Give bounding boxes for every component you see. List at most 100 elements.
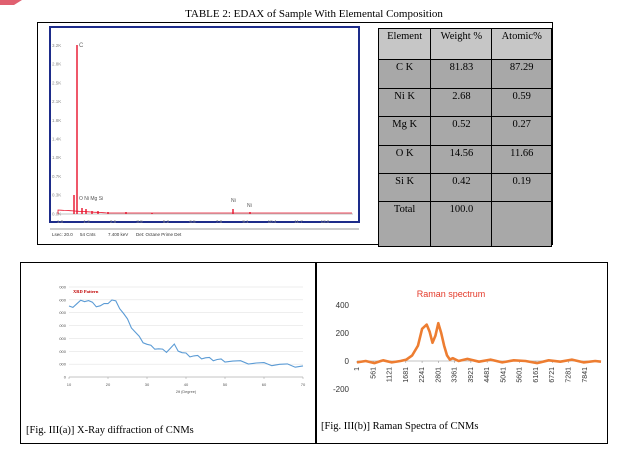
xrd-y-tick-label: 7000	[59, 285, 67, 290]
raman-x-tick-label: 7281	[565, 367, 572, 383]
xrd-x-tick-label: 60	[262, 382, 267, 387]
xrd-x-tick-label: 10	[67, 382, 72, 387]
table-row: O K 14.56 11.66	[377, 144, 552, 174]
cell-atomic: 0.59	[491, 87, 552, 118]
xrd-x-tick-label: 50	[223, 382, 228, 387]
figure-raman-box: Raman spectrum 400 200 0 -200 1 561 1121 1681 224…	[316, 262, 608, 444]
cell-weight: 2.68	[430, 87, 493, 118]
edax-x-tick-label: 3.9	[136, 219, 143, 224]
edax-footer-label: 54 Cnts	[80, 232, 96, 237]
raman-series-line	[356, 321, 602, 365]
edax-footer-label: Lsec: 20.0	[52, 232, 73, 237]
raman-x-tick-label: 1	[354, 367, 361, 371]
xrd-y-tick-label: 4000	[59, 323, 67, 328]
edax-x-tick-label: 9.1	[242, 219, 249, 224]
red-corner-mark	[0, 0, 22, 5]
xrd-x-tick-label: 30	[145, 382, 150, 387]
raman-x-tick-label: 6721	[549, 367, 556, 383]
edax-y-tick-label: 1.8K	[52, 118, 61, 123]
col-header-element: Element	[377, 27, 432, 61]
table-row: C K 81.83 87.29	[377, 59, 552, 89]
edax-y-tick-label: 1.0K	[52, 155, 61, 160]
raman-x-tick-label: 5041	[500, 367, 507, 383]
peak-label-c: C	[79, 43, 84, 49]
peak-label-ni-a: Ni	[231, 198, 236, 204]
cell-weight: 0.42	[430, 172, 493, 203]
edax-x-tick-label: 7.8	[216, 219, 223, 224]
raman-x-tick-label: 2801	[435, 367, 442, 383]
cell-atomic	[491, 201, 552, 247]
col-header-weight: Weight %	[430, 27, 493, 61]
edax-frame	[49, 26, 360, 223]
xrd-x-tick-label: 20	[106, 382, 111, 387]
raman-x-tick-label: 7841	[582, 367, 589, 383]
cell-element: Total	[377, 201, 432, 247]
cell-atomic: 11.66	[491, 144, 552, 174]
edax-x-tick-label: 11.7	[294, 219, 303, 224]
raman-chart-title: Raman spectrum	[417, 289, 486, 299]
peak-label-ni-b: Ni	[247, 203, 252, 209]
xrd-x-axis-label: 2θ (Degree)	[176, 390, 197, 394]
raman-y-tick-label: 400	[336, 301, 350, 310]
cell-atomic: 87.29	[491, 59, 552, 89]
cell-atomic: 0.27	[491, 116, 552, 146]
cell-weight: 100.0	[430, 201, 493, 247]
peak-label-low: O Ni Mg Si	[79, 196, 103, 202]
raman-x-tick-label: 6161	[533, 367, 540, 383]
cell-atomic: 0.19	[491, 172, 552, 203]
raman-x-tick-label: 1121	[387, 367, 394, 382]
edax-spectrum-line	[57, 209, 352, 214]
edax-x-tick-label: 1.3	[83, 219, 90, 224]
raman-y-tick-label: -200	[333, 385, 350, 394]
table-border	[37, 22, 553, 245]
xrd-x-tick-label: 70	[301, 382, 306, 387]
raman-x-tick-label: 3361	[452, 367, 459, 383]
edax-x-tick-label: 1.0	[57, 219, 64, 224]
table-header-row: Element Weight % Atomic%	[377, 27, 552, 61]
edax-y-tick-label: 2.5K	[52, 80, 61, 85]
edax-y-tick-label: 0.0K	[52, 211, 61, 216]
edax-x-tick-label: 5.2	[163, 219, 170, 224]
cell-element: O K	[377, 144, 432, 174]
cell-weight: 81.83	[430, 59, 493, 89]
col-header-atomic: Atomic%	[491, 27, 552, 61]
edax-x-tick-label: 13.0	[321, 219, 330, 224]
edax-x-tick-label: 2.6	[110, 219, 117, 224]
raman-x-tick-label: 3921	[468, 367, 475, 383]
edax-y-tick-label: 0.3K	[52, 193, 61, 198]
xrd-chart-title: XRD Pattern	[73, 289, 99, 294]
raman-y-tick-label: 0	[345, 357, 350, 366]
cell-element: Si K	[377, 172, 432, 203]
edax-y-tick-label: 2.8K	[52, 62, 61, 67]
raman-x-tick-label: 5601	[517, 367, 524, 383]
edax-y-tick-label: 0.7K	[52, 174, 61, 179]
xrd-y-tick-label: 5000	[59, 310, 67, 315]
table-row-total: Total 100.0	[377, 201, 552, 247]
figure-b-caption: [Fig. III(b)] Raman Spectra of CNMs	[321, 421, 479, 432]
edax-footer-label: Det: Octane Prime Det	[136, 232, 182, 237]
edax-x-tick-label: 10.4	[268, 219, 277, 224]
table-row: Si K 0.42 0.19	[377, 172, 552, 203]
figure-a-caption: [Fig. III(a)] X-Ray diffraction of CNMs	[26, 425, 194, 436]
edax-y-tick-label: 2.1K	[52, 99, 61, 104]
raman-x-tick-label: 4481	[484, 367, 491, 383]
cell-weight: 0.52	[430, 116, 493, 146]
edax-y-tick-label: 1.4K	[52, 137, 61, 142]
xrd-series-line	[68, 299, 304, 368]
edax-x-tick-label: 6.5	[189, 219, 196, 224]
edax-spectrum: 3.2K 2.8K 2.5K 2.1K 1.8K 1.4K 1.0K 0.7K 0.3K 0.0K…	[48, 25, 361, 241]
xrd-y-tick-label: 0	[64, 375, 67, 380]
xrd-x-tick-label: 40	[184, 382, 189, 387]
cell-element: Ni K	[377, 87, 432, 118]
xrd-y-tick-label: 3000	[59, 336, 67, 341]
xrd-y-tick-label: 6000	[59, 297, 67, 302]
raman-x-tick-label: 1681	[403, 367, 410, 383]
raman-chart: Raman spectrum 400 200 0 -200 1 561 1121 1681 224…	[321, 283, 605, 411]
composition-table: Element Weight % Atomic% C K 81.83 87.29…	[377, 27, 552, 247]
raman-y-tick-label: 200	[336, 329, 350, 338]
xrd-y-tick-label: 1000	[59, 362, 67, 367]
raman-x-tick-label: 2241	[419, 367, 426, 383]
cell-element: Mg K	[377, 116, 432, 146]
